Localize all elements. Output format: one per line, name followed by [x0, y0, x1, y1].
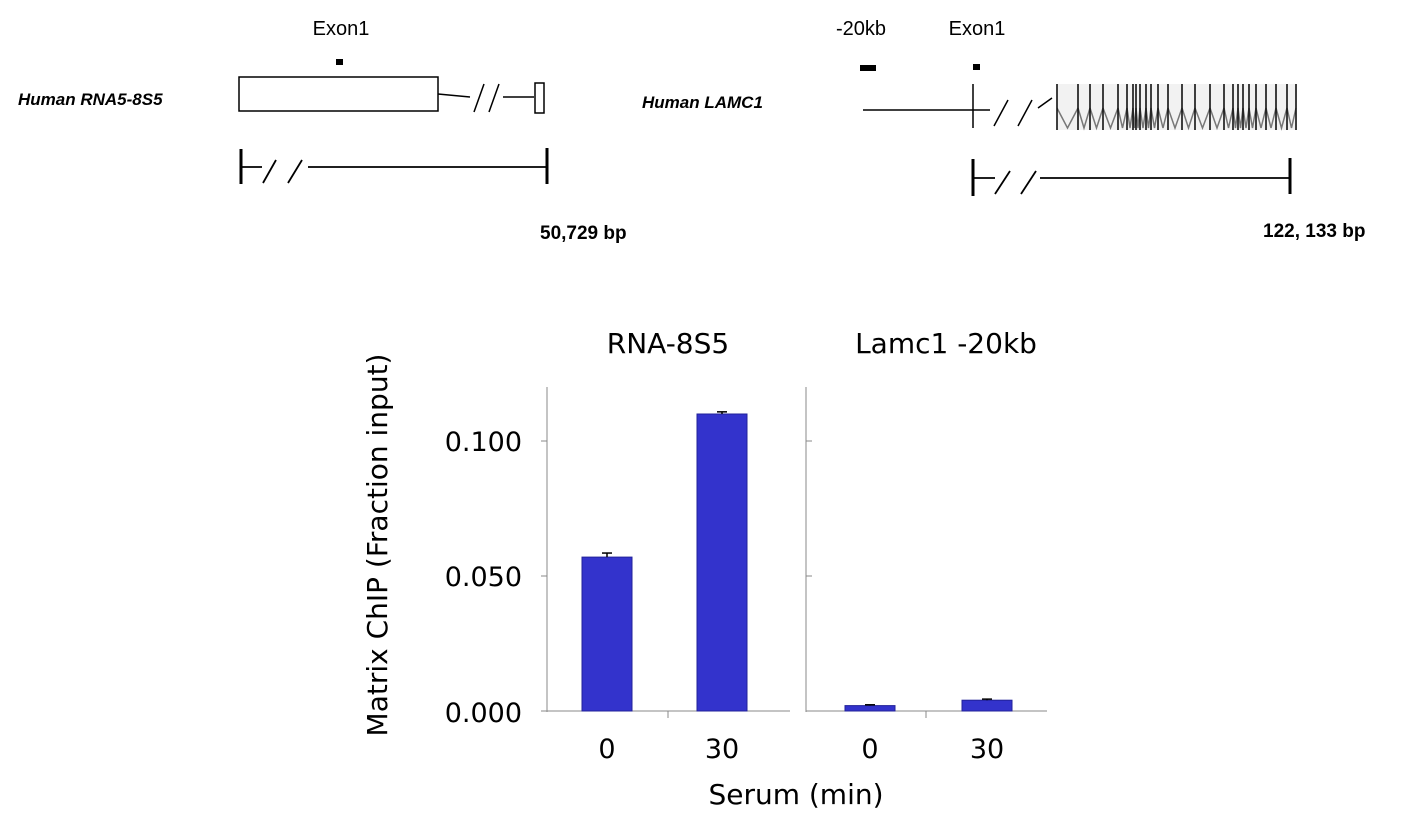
- primer-label-exon1: Exon1: [949, 18, 1006, 40]
- bar: [696, 413, 748, 712]
- intron-connector: [1150, 107, 1159, 129]
- intron-connector: [1223, 107, 1234, 129]
- scale-bar-line: [973, 170, 1290, 195]
- primer-label-minus20kb: -20kb: [836, 18, 886, 40]
- gene-label-lamc1: Human LAMC1: [642, 93, 763, 112]
- x-tick-label: 30: [705, 734, 739, 765]
- intron-connector: [1145, 107, 1152, 129]
- bar: [961, 699, 1013, 712]
- intron-connector: [1181, 107, 1196, 131]
- intron-connector: [1077, 107, 1091, 131]
- x-tick-label: 0: [861, 734, 878, 765]
- gene-label-rna5-8s5: Human RNA5-8S5: [18, 90, 163, 109]
- intron-connector: [1194, 107, 1211, 131]
- intron-connector: [1157, 107, 1169, 129]
- primer-mark-exon1: [973, 64, 980, 70]
- intron-connector: [1232, 107, 1239, 129]
- intron-connector: [1255, 107, 1267, 129]
- length-label-lamc1: 122, 133 bp: [1263, 221, 1365, 242]
- length-label-rna5-8s5: 50,729 bp: [540, 223, 627, 244]
- exon-box-end: [534, 82, 545, 114]
- intron-connector: [1209, 107, 1225, 131]
- panel-title-rna-8s5: RNA-8S5: [607, 327, 729, 360]
- scale-bar-line: [241, 159, 547, 184]
- intron-connector: [1248, 107, 1257, 129]
- chart-marks: 0 30 0 30: [541, 387, 1047, 765]
- y-tick-label: 0.050: [445, 562, 522, 593]
- break-mark: [473, 83, 500, 113]
- intron-connector: [1117, 107, 1128, 129]
- primer-label-exon1: Exon1: [313, 18, 370, 40]
- intron-connector: [1056, 107, 1079, 130]
- intron-connector: [1089, 107, 1104, 131]
- intron-line: [437, 93, 471, 98]
- x-tick-label: 30: [970, 734, 1004, 765]
- intron-connector: [1139, 107, 1147, 129]
- exon-box: [238, 76, 439, 112]
- bar-chart: Matrix ChIP (Fraction input) Serum (min)…: [361, 327, 1047, 811]
- x-axis-label: Serum (min): [708, 778, 883, 811]
- primer-mark-minus20kb: [860, 65, 876, 71]
- intron-connector: [1242, 107, 1250, 129]
- primer-mark-exon1: [336, 59, 343, 65]
- intron-connector: [1167, 107, 1183, 131]
- y-tick-label: 0.100: [445, 427, 522, 458]
- gene-map-rna5-8s5: Exon1 Human RNA5-8S5 50,729 bp: [18, 18, 627, 244]
- gene-map-lamc1: -20kb Exon1 Human LAMC1 122, 133 bp: [642, 18, 1365, 242]
- x-tick-label: 0: [598, 734, 615, 765]
- intron-connector: [1237, 107, 1244, 129]
- intron-connector: [1126, 107, 1134, 129]
- intron-connector: [1286, 107, 1297, 129]
- y-tick-label: 0.000: [445, 698, 522, 729]
- y-axis-label: Matrix ChIP (Fraction input): [361, 354, 394, 737]
- intron-connector: [1102, 107, 1119, 131]
- bar: [581, 556, 633, 712]
- intron-connector: [1265, 107, 1277, 129]
- panel-title-lamc1: Lamc1 -20kb: [855, 327, 1037, 360]
- exon-cluster: [1056, 84, 1297, 131]
- intron-connector: [1275, 107, 1288, 131]
- bar: [844, 705, 896, 712]
- break-mark: [973, 97, 1053, 127]
